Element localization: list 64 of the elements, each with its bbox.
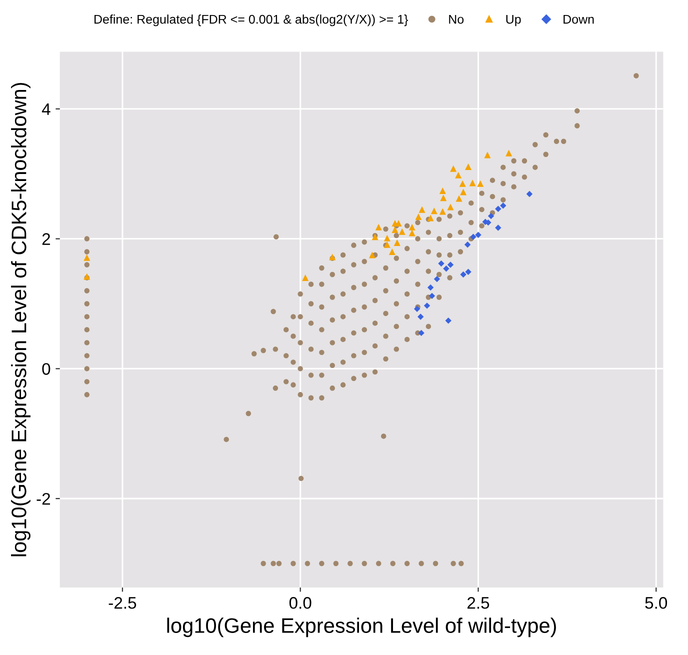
point bbox=[439, 187, 446, 194]
point bbox=[526, 190, 533, 198]
y-tick-label: 2 bbox=[42, 233, 50, 245]
point bbox=[447, 262, 454, 268]
x-tick-label: 0.0 bbox=[289, 597, 312, 609]
point bbox=[418, 330, 424, 336]
legend-label: Down bbox=[564, 14, 594, 24]
point bbox=[443, 266, 450, 272]
point bbox=[456, 195, 462, 202]
legend-label: No bbox=[449, 14, 464, 24]
point bbox=[427, 214, 434, 222]
point bbox=[408, 230, 416, 236]
point bbox=[495, 206, 502, 212]
point bbox=[459, 180, 466, 187]
point bbox=[484, 152, 491, 158]
point bbox=[84, 254, 90, 261]
y-tick-label: 4 bbox=[42, 103, 50, 115]
point bbox=[475, 232, 482, 238]
point bbox=[408, 224, 416, 230]
point bbox=[434, 276, 440, 282]
y-axis-title: log10(Gene Expression Level of CDK5-knockdown) bbox=[11, 82, 30, 556]
point bbox=[302, 274, 309, 282]
point bbox=[430, 208, 438, 214]
point bbox=[465, 163, 472, 170]
point bbox=[417, 314, 424, 320]
point bbox=[414, 306, 420, 312]
point bbox=[439, 208, 446, 215]
point bbox=[506, 150, 512, 156]
point bbox=[465, 268, 472, 276]
point bbox=[500, 202, 506, 209]
point bbox=[427, 284, 434, 291]
point bbox=[368, 252, 376, 258]
point bbox=[455, 172, 462, 178]
point bbox=[375, 224, 382, 230]
point bbox=[460, 188, 467, 196]
legend-label: Up bbox=[506, 14, 521, 26]
legend-title: Define: Regulated {FDR <= 0.001 & abs(log2(Y/X)) >= 1} bbox=[94, 14, 408, 26]
point bbox=[469, 180, 476, 186]
point bbox=[447, 204, 454, 210]
point bbox=[488, 212, 494, 220]
y-tick-label: -2 bbox=[36, 492, 50, 505]
point bbox=[394, 239, 400, 246]
point bbox=[428, 292, 436, 300]
x-tick-label: -2.5 bbox=[108, 597, 136, 609]
point bbox=[392, 226, 398, 233]
x-axis-title: log10(Gene Expression Level of wild-type) bbox=[167, 618, 556, 638]
point bbox=[464, 242, 471, 248]
point bbox=[477, 180, 484, 187]
point bbox=[388, 248, 396, 256]
x-tick-label: 5.0 bbox=[645, 597, 668, 609]
point bbox=[438, 260, 444, 267]
x-tick-label: 2.5 bbox=[467, 597, 490, 609]
point bbox=[450, 165, 457, 172]
point bbox=[495, 224, 502, 231]
point bbox=[415, 213, 422, 220]
point bbox=[384, 234, 390, 242]
point bbox=[440, 194, 447, 202]
point bbox=[445, 318, 452, 324]
point bbox=[460, 271, 466, 278]
point bbox=[418, 206, 426, 213]
y-tick-label: 0 bbox=[42, 363, 50, 375]
point bbox=[398, 228, 406, 235]
point bbox=[424, 302, 430, 309]
point bbox=[470, 234, 476, 240]
